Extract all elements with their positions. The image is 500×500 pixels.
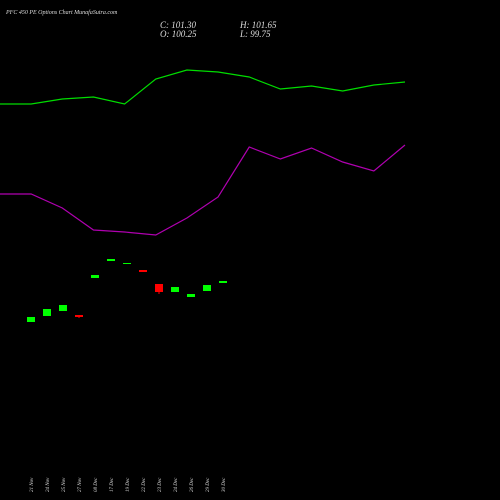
low-label: L: 99.75 [239,29,271,39]
x-tick-label: 24 Dec [174,477,179,492]
candle-body [155,284,163,292]
candle-body [139,270,147,272]
x-tick-label: 19 Dec [126,477,131,492]
x-tick-label: 26 Dec [190,477,195,492]
candle-body [123,263,131,264]
x-tick-label: 17 Dec [110,477,115,492]
candle-body [107,259,115,261]
x-tick-label: 29 Dec [206,477,211,492]
candle-body [75,315,83,317]
indicator-line [0,144,406,236]
x-tick-label: 24 Nov [46,477,51,492]
indicator-line [0,69,406,105]
candle-body [171,287,179,292]
high-label: H: 101.65 [239,20,277,30]
x-tick-label: 21 Nov [30,477,35,492]
candle-body [59,305,67,311]
x-tick-label: 22 Dec [142,477,147,492]
candle-body [187,294,195,297]
candle-body [43,309,51,316]
x-tick-label: 27 Nov [78,477,83,492]
candle-body [203,285,211,291]
chart-title: PFC 450 PE Options Chart MunafaSutra.com [5,9,118,16]
x-tick-label: 23 Dec [158,477,163,492]
candle-body [27,317,35,322]
x-tick-label: 30 Dec [222,477,227,492]
candle-body [219,281,227,283]
close-label: C: 101.30 [160,20,197,30]
open-label: O: 100.25 [160,29,197,39]
candle-body [91,275,99,278]
x-tick-label: 08 Dec [94,477,99,492]
x-tick-label: 25 Nov [62,477,67,492]
